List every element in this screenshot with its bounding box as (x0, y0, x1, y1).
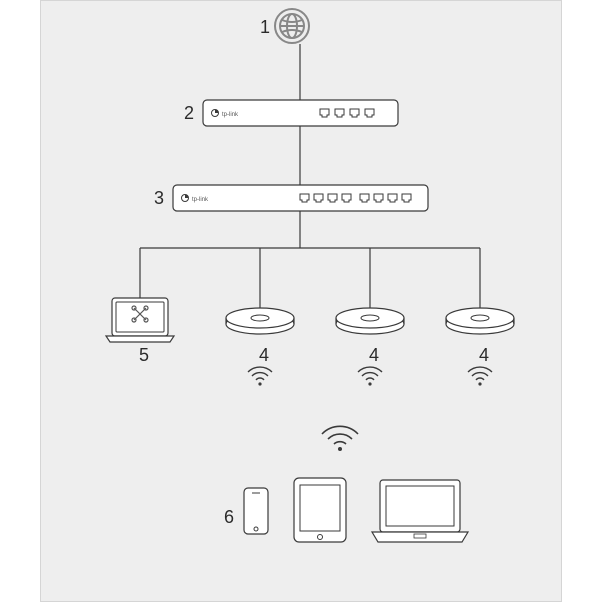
svg-text:tp-link: tp-link (192, 197, 209, 203)
ap-2 (336, 308, 404, 334)
network-svg: tp-link tp-link (0, 0, 600, 600)
laptop-icon (372, 480, 468, 542)
phone-icon (244, 488, 268, 534)
wifi-icon-large (322, 426, 358, 451)
ap-3 (446, 308, 514, 334)
wifi-icon (358, 367, 382, 386)
wifi-icon (248, 367, 272, 386)
ap-1 (226, 308, 294, 334)
controller-laptop (106, 298, 174, 342)
switch-device: tp-link (173, 185, 428, 211)
tablet-icon (294, 478, 346, 542)
svg-text:tp-link: tp-link (222, 112, 239, 118)
globe-icon (275, 9, 309, 43)
gateway-device: tp-link (203, 100, 398, 126)
wifi-icon (468, 367, 492, 386)
